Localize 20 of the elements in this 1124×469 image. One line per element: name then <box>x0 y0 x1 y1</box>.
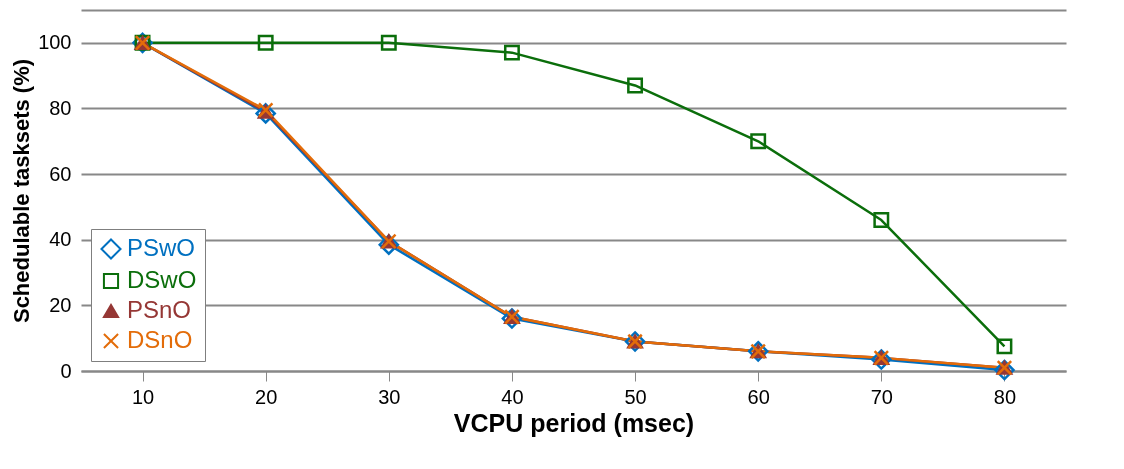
y-axis-title: Schedulable tasksets (%) <box>9 58 35 324</box>
x-tick-label: 60 <box>747 385 770 408</box>
legend-label: DSnO <box>127 326 193 353</box>
y-tick-label: 0 <box>60 359 72 382</box>
x-tick-label: 70 <box>870 385 893 408</box>
legend-label: DSwO <box>127 266 197 293</box>
y-tick-label: 20 <box>49 293 72 316</box>
x-tick-label: 50 <box>624 385 647 408</box>
x-tick-label: 20 <box>255 385 278 408</box>
y-tick-label: 40 <box>49 228 72 251</box>
legend-label: PSwO <box>127 234 196 261</box>
x-tick-label: 30 <box>378 385 401 408</box>
x-tick-label: 80 <box>993 385 1017 408</box>
y-tick-label: 100 <box>38 31 72 54</box>
x-tick-label: 40 <box>501 385 524 408</box>
y-tick-label: 80 <box>49 96 72 119</box>
legend-label: PSnO <box>127 296 192 323</box>
x-tick-label: 10 <box>131 385 155 408</box>
y-tick-label: 60 <box>49 162 72 185</box>
x-axis-title: VCPU period (msec) <box>453 408 695 437</box>
